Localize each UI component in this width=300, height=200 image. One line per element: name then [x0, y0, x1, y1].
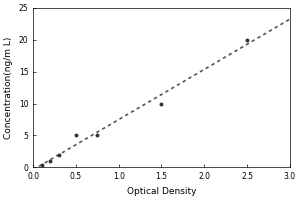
Point	[244, 38, 249, 41]
Point	[95, 134, 100, 137]
Point	[39, 163, 44, 166]
Point	[56, 153, 61, 156]
Point	[74, 134, 78, 137]
Y-axis label: Concentration(ng/m L): Concentration(ng/m L)	[4, 36, 13, 139]
Point	[48, 159, 53, 163]
X-axis label: Optical Density: Optical Density	[127, 187, 196, 196]
Point	[159, 102, 164, 105]
